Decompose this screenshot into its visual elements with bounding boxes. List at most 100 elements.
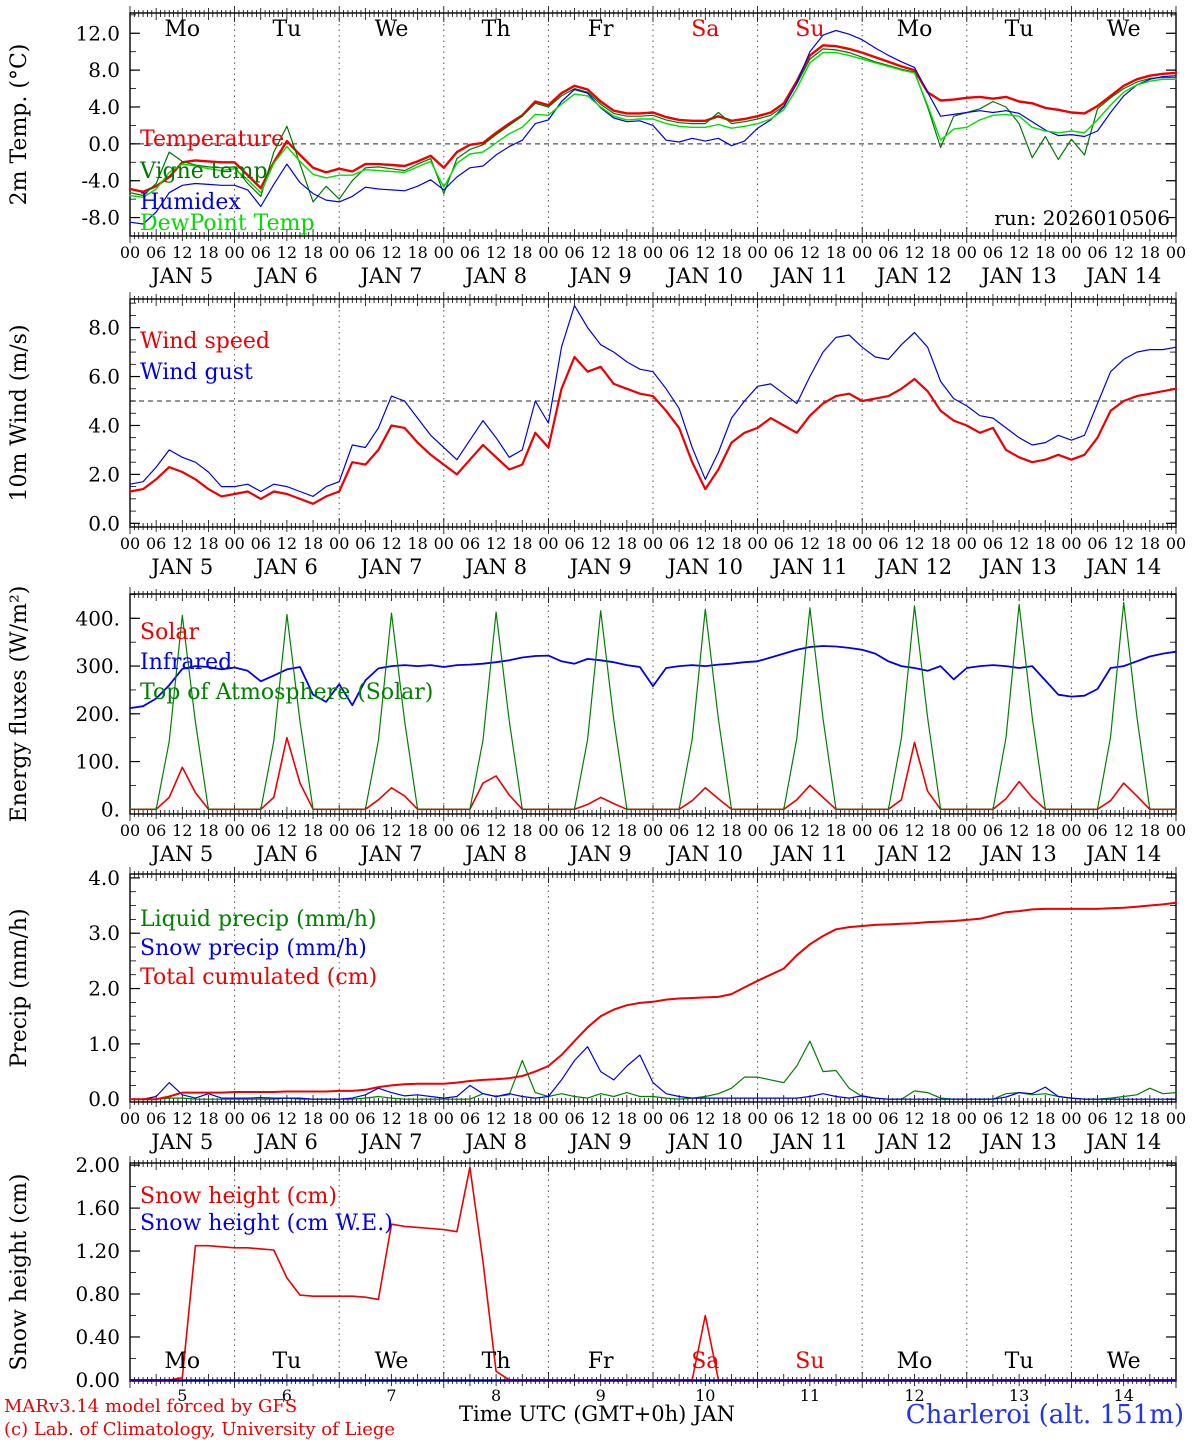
hour-tick-label: 18 bbox=[721, 534, 741, 553]
hour-tick-label: 06 bbox=[355, 821, 375, 840]
hour-tick-label: 12 bbox=[1009, 1109, 1029, 1128]
hour-tick-label: 06 bbox=[1087, 243, 1107, 262]
hour-tick-label: 06 bbox=[460, 821, 480, 840]
y-tick-label: 6.0 bbox=[88, 365, 120, 389]
hour-tick-label: 18 bbox=[407, 243, 427, 262]
hour-tick-label: 12 bbox=[800, 821, 820, 840]
hour-tick-label: 06 bbox=[983, 821, 1003, 840]
date-label: JAN 7 bbox=[359, 1130, 423, 1154]
day-number-label: 8 bbox=[491, 1386, 501, 1405]
hour-tick-label: 06 bbox=[460, 1109, 480, 1128]
date-label: JAN 6 bbox=[254, 555, 318, 579]
date-label: JAN 14 bbox=[1084, 264, 1161, 288]
y-tick-label: 300. bbox=[75, 654, 120, 678]
date-label: JAN 7 bbox=[359, 555, 423, 579]
date-label: JAN 8 bbox=[463, 842, 527, 866]
y-tick-label: 3.0 bbox=[88, 921, 120, 945]
legend-label: Solar bbox=[140, 620, 199, 645]
hour-tick-label: 12 bbox=[172, 243, 192, 262]
date-label: JAN 8 bbox=[463, 555, 527, 579]
hour-tick-label: 06 bbox=[564, 243, 584, 262]
hour-tick-label: 12 bbox=[695, 534, 715, 553]
date-label: JAN 10 bbox=[666, 1130, 743, 1154]
weekday-label: Sa bbox=[691, 1349, 719, 1374]
date-label: JAN 13 bbox=[979, 264, 1056, 288]
day-number-label: 6 bbox=[282, 1386, 292, 1405]
hour-tick-label: 12 bbox=[277, 534, 297, 553]
weekday-label: Th bbox=[482, 1349, 511, 1374]
hour-tick-label: 12 bbox=[486, 1109, 506, 1128]
hour-tick-label: 06 bbox=[774, 1109, 794, 1128]
hour-tick-label: 06 bbox=[983, 534, 1003, 553]
date-label: JAN 5 bbox=[149, 555, 213, 579]
hour-tick-label: 12 bbox=[591, 1109, 611, 1128]
weekday-label: Sa bbox=[691, 17, 719, 42]
series-total-cumulated-cm- bbox=[129, 901, 1177, 1101]
weekday-label: Fr bbox=[588, 17, 614, 42]
legend-label: Vigne temp bbox=[139, 159, 268, 184]
date-label: JAN 11 bbox=[770, 264, 847, 288]
weekday-label: Mo bbox=[897, 1349, 933, 1374]
day-number-label: 10 bbox=[695, 1386, 715, 1405]
y-tick-label: 2.00 bbox=[75, 1153, 120, 1177]
y-axis-title: Energy fluxes (W/m²) bbox=[7, 586, 32, 823]
hour-tick-label: 00 bbox=[852, 534, 872, 553]
hour-tick-label: 18 bbox=[930, 534, 950, 553]
date-label: JAN 9 bbox=[568, 842, 632, 866]
day-number-label: 7 bbox=[386, 1386, 396, 1405]
y-tick-label: 0. bbox=[101, 797, 120, 821]
hour-tick-label: 18 bbox=[826, 1109, 846, 1128]
hour-tick-label: 00 bbox=[224, 821, 244, 840]
hour-tick-label: 18 bbox=[1035, 534, 1055, 553]
day-number-label: 13 bbox=[1009, 1386, 1029, 1405]
weekday-label: We bbox=[375, 1349, 409, 1374]
legend-label: Wind gust bbox=[140, 360, 253, 385]
weekday-label: Th bbox=[482, 17, 511, 42]
station-label: Charleroi (alt. 151m) bbox=[905, 1400, 1184, 1430]
hour-tick-label: 00 bbox=[1166, 243, 1186, 262]
y-tick-label: 4.0 bbox=[88, 413, 120, 437]
hour-tick-label: 18 bbox=[617, 243, 637, 262]
date-label: JAN 12 bbox=[875, 842, 952, 866]
hour-tick-label: 00 bbox=[747, 821, 767, 840]
hour-tick-label: 12 bbox=[381, 1109, 401, 1128]
hour-tick-label: 12 bbox=[695, 1109, 715, 1128]
hour-tick-label: 00 bbox=[538, 243, 558, 262]
hour-tick-label: 06 bbox=[355, 534, 375, 553]
hour-tick-label: 12 bbox=[172, 1109, 192, 1128]
hour-tick-label: 00 bbox=[329, 1109, 349, 1128]
date-label: JAN 14 bbox=[1084, 555, 1161, 579]
hour-tick-label: 00 bbox=[224, 534, 244, 553]
legend-label: Total cumulated (cm) bbox=[140, 965, 377, 990]
footer-credit-line: (c) Lab. of Climatology, University of L… bbox=[4, 1419, 396, 1440]
hour-tick-label: 12 bbox=[591, 821, 611, 840]
hour-tick-label: 18 bbox=[721, 821, 741, 840]
date-label: JAN 8 bbox=[463, 1130, 527, 1154]
y-axis-title: Precip (mm/h) bbox=[7, 908, 32, 1067]
hour-tick-label: 06 bbox=[669, 821, 689, 840]
hour-tick-label: 12 bbox=[277, 821, 297, 840]
hour-tick-label: 18 bbox=[930, 821, 950, 840]
hour-tick-label: 18 bbox=[407, 1109, 427, 1128]
hour-tick-label: 06 bbox=[251, 1109, 271, 1128]
date-label: JAN 8 bbox=[463, 264, 527, 288]
hour-tick-label: 00 bbox=[329, 821, 349, 840]
date-label: JAN 13 bbox=[979, 842, 1056, 866]
series-wind-speed bbox=[128, 355, 1178, 505]
y-tick-label: 4.0 bbox=[88, 95, 120, 119]
hour-tick-label: 12 bbox=[591, 534, 611, 553]
date-label: JAN 5 bbox=[149, 264, 213, 288]
hour-tick-label: 06 bbox=[774, 821, 794, 840]
weekday-label: Tu bbox=[272, 1349, 301, 1374]
hour-tick-label: 00 bbox=[1166, 1109, 1186, 1128]
hour-tick-label: 06 bbox=[251, 243, 271, 262]
date-label: JAN 13 bbox=[979, 1130, 1056, 1154]
hour-tick-label: 00 bbox=[434, 243, 454, 262]
hour-tick-label: 18 bbox=[1140, 243, 1160, 262]
hour-tick-label: 18 bbox=[826, 243, 846, 262]
series-infrared bbox=[129, 645, 1177, 709]
weekday-label: Su bbox=[795, 1349, 824, 1374]
hour-tick-label: 06 bbox=[983, 243, 1003, 262]
series-liquid-precip-mm-h- bbox=[129, 1040, 1177, 1100]
hour-tick-label: 00 bbox=[224, 1109, 244, 1128]
